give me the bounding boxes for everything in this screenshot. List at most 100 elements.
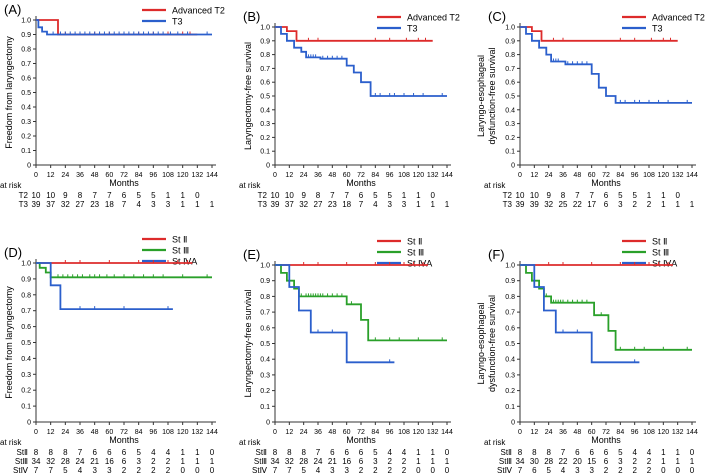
y-tick-label: 0.2 bbox=[505, 388, 515, 395]
y-axis-label: Laryngo‐esophagealdysfunction‐free survi… bbox=[476, 47, 497, 144]
risk-count: 5 bbox=[373, 448, 378, 457]
risk-count: 2 bbox=[387, 466, 392, 475]
x-tick-label: 132 bbox=[672, 429, 684, 436]
series-line bbox=[520, 26, 678, 42]
risk-count: 5 bbox=[618, 191, 623, 200]
risk-count: 7 bbox=[330, 191, 335, 200]
y-tick-label: 0.6 bbox=[505, 325, 515, 332]
x-tick-label: 84 bbox=[616, 172, 624, 179]
risk-count: 27 bbox=[76, 200, 85, 209]
risk-count: 22 bbox=[573, 200, 582, 209]
risk-count: 21 bbox=[328, 457, 337, 466]
legend-label: T3 bbox=[652, 24, 663, 34]
y-tick-label: 1.0 bbox=[505, 263, 515, 270]
risk-count: 1 bbox=[402, 191, 407, 200]
x-tick-label: 72 bbox=[602, 429, 610, 436]
x-tick-label: 96 bbox=[149, 172, 157, 179]
risk-count: 1 bbox=[661, 457, 666, 466]
x-tick-label: 0 bbox=[273, 172, 277, 179]
risk-count: 15 bbox=[587, 457, 596, 466]
y-tick-label: 0.7 bbox=[21, 61, 31, 68]
risk-count: 20 bbox=[573, 457, 582, 466]
series-line bbox=[275, 264, 395, 364]
y-tick-label: 0.6 bbox=[21, 324, 31, 331]
x-tick-label: 72 bbox=[120, 429, 128, 436]
x-tick-label: 0 bbox=[34, 172, 38, 179]
series-line bbox=[275, 26, 447, 97]
panel-label: (D) bbox=[4, 245, 22, 260]
y-axis-label: Laryngectomy‐free survival bbox=[243, 289, 253, 397]
risk-count: 2 bbox=[647, 457, 652, 466]
risk-count: 39 bbox=[516, 200, 525, 209]
risk-count: 2 bbox=[166, 466, 171, 475]
y-tick-label: 0.5 bbox=[21, 340, 31, 347]
legend-label: St Ⅲ bbox=[407, 248, 424, 258]
risk-count: 8 bbox=[78, 191, 83, 200]
y-tick-label: 0 bbox=[27, 163, 31, 170]
legend-label: St Ⅲ bbox=[652, 248, 669, 258]
risk-row-label: StⅡ bbox=[501, 448, 513, 457]
x-axis-label: Months bbox=[346, 178, 376, 188]
risk-count: 7 bbox=[575, 191, 580, 200]
risk-count: 10 bbox=[271, 191, 280, 200]
risk-count: 3 bbox=[402, 200, 407, 209]
risk-count: 1 bbox=[416, 200, 421, 209]
y-tick-label: 0.4 bbox=[505, 107, 515, 114]
y-tick-label: 0.9 bbox=[260, 38, 270, 45]
y-tick-label: 0.6 bbox=[505, 80, 515, 87]
y-tick-label: 1.0 bbox=[260, 25, 270, 32]
risk-row-label: T3 bbox=[503, 200, 513, 209]
risk-count: 3 bbox=[92, 466, 97, 475]
risk-count: 6 bbox=[107, 448, 112, 457]
risk-count: 6 bbox=[604, 191, 609, 200]
x-tick-label: 0 bbox=[34, 429, 38, 436]
risk-count: 7 bbox=[359, 200, 364, 209]
panel-label: (E) bbox=[243, 247, 260, 262]
x-tick-label: 108 bbox=[162, 429, 174, 436]
risk-count: 1 bbox=[180, 457, 185, 466]
legend-label: T3 bbox=[407, 24, 418, 34]
y-tick-label: 0.8 bbox=[260, 52, 270, 59]
y-tick-label: 0.1 bbox=[21, 404, 31, 411]
y-tick-label: 0.6 bbox=[260, 80, 270, 87]
risk-count: 5 bbox=[151, 191, 156, 200]
risk-count: 32 bbox=[61, 200, 70, 209]
risk-count: 5 bbox=[546, 466, 551, 475]
risk-count: 28 bbox=[544, 457, 553, 466]
x-tick-label: 0 bbox=[518, 172, 522, 179]
risk-count: 4 bbox=[387, 448, 392, 457]
x-tick-label: 132 bbox=[191, 172, 203, 179]
risk-count: 7 bbox=[273, 466, 278, 475]
y-tick-label: 0.5 bbox=[260, 341, 270, 348]
x-tick-label: 12 bbox=[530, 429, 538, 436]
y-tick-label: 0.4 bbox=[21, 356, 31, 363]
risk-count: 3 bbox=[107, 466, 112, 475]
series-line bbox=[275, 264, 447, 342]
risk-count: 1 bbox=[180, 200, 185, 209]
risk-count: 2 bbox=[373, 466, 378, 475]
risk-count: 7 bbox=[48, 466, 53, 475]
risk-count: 6 bbox=[122, 448, 127, 457]
y-tick-label: 1.0 bbox=[260, 263, 270, 270]
y-tick-label: 0.2 bbox=[21, 134, 31, 141]
risk-count: 17 bbox=[587, 200, 596, 209]
legend-label: Advanced T2 bbox=[652, 13, 705, 23]
risk-count: 24 bbox=[76, 457, 85, 466]
risk-count: 16 bbox=[105, 457, 114, 466]
risk-count: 10 bbox=[32, 191, 41, 200]
risk-count: 6 bbox=[589, 448, 594, 457]
y-tick-label: 0.5 bbox=[505, 341, 515, 348]
risk-count: 24 bbox=[314, 457, 323, 466]
risk-count: 1 bbox=[690, 457, 695, 466]
risk-count: 1 bbox=[445, 200, 450, 209]
risk-row-label: T3 bbox=[19, 200, 29, 209]
risk-count: 28 bbox=[299, 457, 308, 466]
risk-count: 9 bbox=[63, 191, 68, 200]
risk-count: 2 bbox=[151, 466, 156, 475]
y-tick-label: 0.2 bbox=[21, 388, 31, 395]
risk-count: 18 bbox=[105, 200, 114, 209]
y-tick-label: 0.1 bbox=[505, 404, 515, 411]
y-tick-label: 0.7 bbox=[260, 310, 270, 317]
x-tick-label: 96 bbox=[386, 172, 394, 179]
risk-count: 1 bbox=[416, 191, 421, 200]
